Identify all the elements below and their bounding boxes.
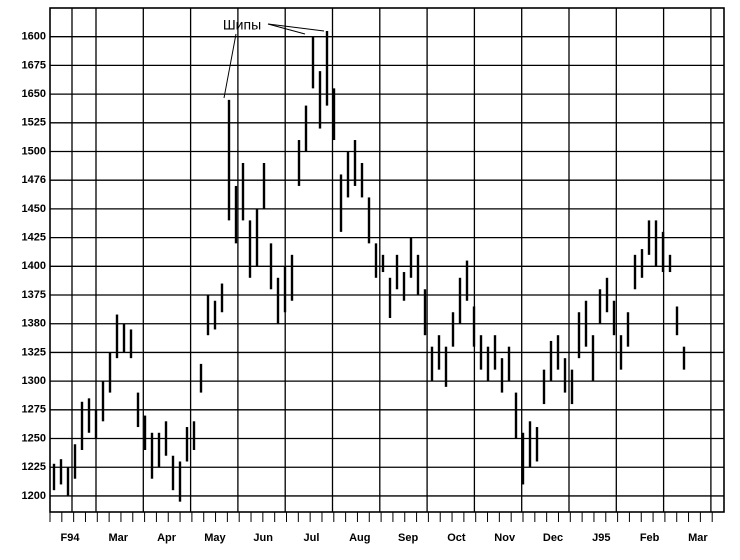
y-tick-label: 1450 (22, 203, 46, 215)
x-tick-label: May (204, 532, 226, 544)
y-tick-label: 1225 (22, 461, 46, 473)
x-tick-label: F94 (61, 532, 81, 544)
x-tick-label: Mar (109, 532, 129, 544)
y-tick-label: 1675 (22, 59, 46, 71)
x-tick-label: Mar (688, 532, 708, 544)
x-tick-label: Sep (398, 532, 418, 544)
x-tick-label: Jun (253, 532, 273, 544)
y-tick-label: 1380 (22, 318, 46, 330)
y-tick-label: 1476 (22, 174, 46, 186)
y-tick-label: 1500 (22, 145, 46, 157)
x-tick-label: Feb (640, 532, 660, 544)
y-tick-label: 1325 (22, 346, 46, 358)
y-tick-label: 1525 (22, 117, 46, 129)
y-tick-label: 1375 (22, 289, 46, 301)
y-tick-label: 1250 (22, 432, 46, 444)
y-tick-label: 1425 (22, 232, 46, 244)
y-tick-label: 1650 (22, 88, 46, 100)
y-tick-label: 1200 (22, 490, 46, 502)
x-tick-label: Jul (304, 532, 320, 544)
x-tick-label: Nov (494, 532, 516, 544)
x-tick-label: Aug (349, 532, 370, 544)
annotation-arrows (223, 23, 325, 99)
plot-frame (49, 7, 725, 513)
x-tick-label: J95 (592, 532, 610, 544)
y-tick-label: 1275 (22, 404, 46, 416)
x-tick-label: Oct (447, 532, 466, 544)
annotation: Шипы (223, 17, 261, 33)
x-tick-label: Dec (543, 532, 563, 544)
y-tick-label: 1600 (22, 31, 46, 43)
x-tick-label: Apr (157, 532, 177, 544)
y-tick-label: 1300 (22, 375, 46, 387)
y-tick-label: 1400 (22, 260, 46, 272)
